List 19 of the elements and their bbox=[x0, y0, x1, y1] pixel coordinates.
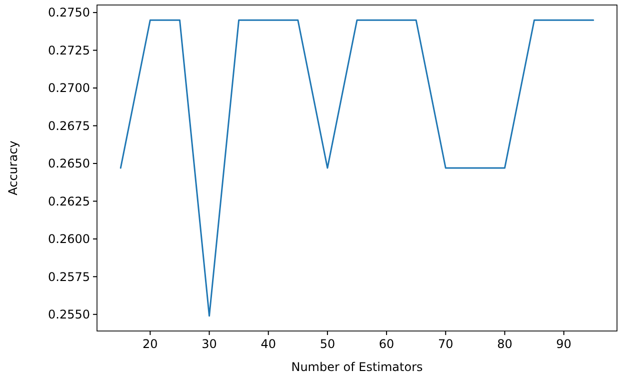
x-tick-label: 50 bbox=[320, 337, 336, 351]
y-axis-title: Accuracy bbox=[6, 140, 20, 196]
y-tick-label: 0.2700 bbox=[48, 81, 90, 96]
y-tick-label: 0.2650 bbox=[48, 156, 90, 171]
x-tick-label: 40 bbox=[260, 337, 276, 351]
x-tick-label: 70 bbox=[438, 337, 454, 351]
x-tick-label: 90 bbox=[556, 337, 572, 351]
x-tick-label: 60 bbox=[378, 337, 394, 351]
y-tick-label: 0.2600 bbox=[48, 232, 90, 246]
y-tick-label: 0.2625 bbox=[48, 194, 90, 208]
x-tick-label: 20 bbox=[142, 337, 158, 351]
x-tick-label: 30 bbox=[202, 337, 217, 351]
x-tick-label: 80 bbox=[497, 337, 512, 351]
y-tick-label: 0.2675 bbox=[48, 118, 90, 133]
y-tick-label: 0.2550 bbox=[48, 308, 90, 322]
y-tick-label: 0.2750 bbox=[48, 6, 90, 20]
x-axis-title: Number of Estimators bbox=[291, 360, 423, 374]
y-tick-label: 0.2575 bbox=[48, 270, 90, 284]
y-tick-label: 0.2725 bbox=[48, 43, 90, 58]
